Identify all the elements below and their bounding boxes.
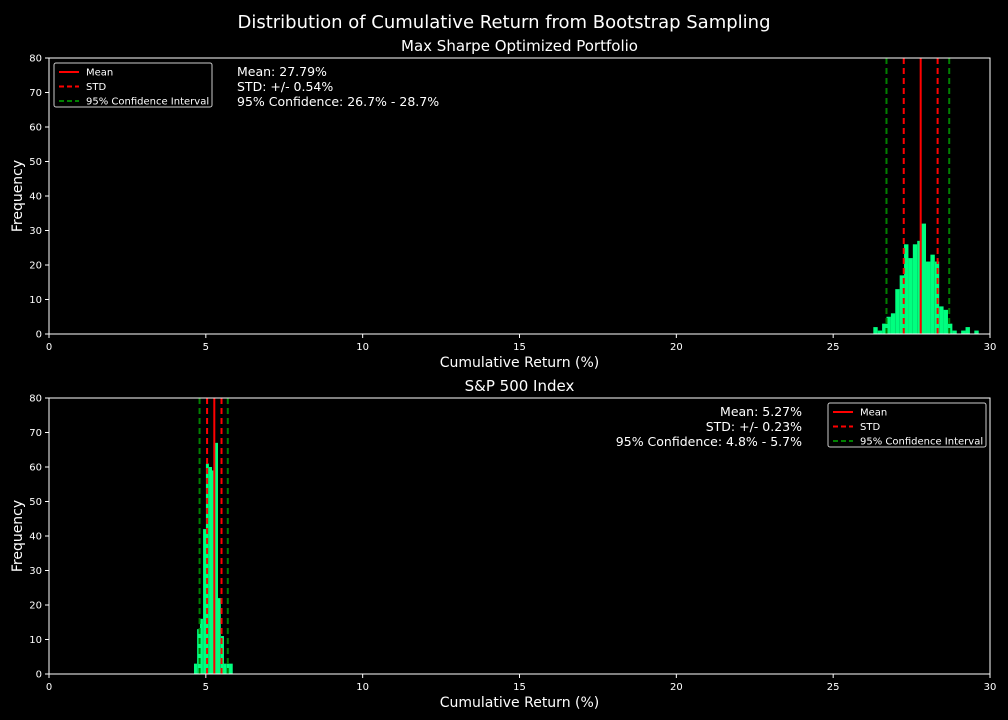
histogram-bar [877, 330, 883, 334]
histogram-bar [229, 663, 233, 674]
legend-entry: 95% Confidence Interval [860, 437, 983, 448]
y-tick-label: 50 [29, 497, 42, 508]
legend: Mean STD 95% Confidence Interval [53, 62, 213, 108]
x-axis-label: Cumulative Return (%) [440, 355, 600, 371]
y-axis-label: Frequency [10, 160, 26, 232]
y-tick-label: 70 [29, 428, 42, 439]
y-tick-label: 20 [29, 601, 42, 612]
x-tick-label: 25 [827, 682, 840, 693]
y-tick-label: 40 [29, 192, 42, 203]
x-tick-label: 20 [670, 342, 683, 353]
x-tick-label: 15 [513, 682, 526, 693]
stats-line: STD: +/- 0.54% [237, 79, 333, 94]
stats-line: 95% Confidence: 4.8% - 5.7% [616, 434, 802, 449]
y-tick-label: 10 [29, 295, 42, 306]
histogram-bar [899, 275, 905, 334]
y-tick-label: 20 [29, 261, 42, 272]
histogram-bar [215, 442, 218, 674]
histogram-bar [908, 258, 913, 334]
x-tick-label: 5 [203, 682, 209, 693]
legend-entry: 95% Confidence Interval [86, 97, 209, 108]
histogram-bar [873, 327, 878, 334]
legend-box [53, 62, 213, 108]
histogram-bar [974, 330, 979, 334]
y-tick-label: 50 [29, 157, 42, 168]
histogram-bar [199, 618, 203, 674]
legend-entry: Mean [86, 68, 113, 79]
histogram-bar [223, 663, 227, 674]
chart-title: S&P 500 Index [465, 377, 575, 395]
x-tick-label: 5 [203, 342, 209, 353]
histogram-bar [961, 330, 966, 334]
histogram-bar [926, 261, 931, 334]
legend-entry: Mean [860, 408, 887, 419]
stats-line: STD: +/- 0.23% [706, 419, 802, 434]
histogram-bar [217, 598, 221, 674]
plots: Max Sharpe Optimized Portfolio 0 5 10 15 20 25… [10, 37, 996, 711]
y-tick-label: 30 [29, 566, 42, 577]
legend-entry: STD [86, 82, 106, 93]
stats-line: Mean: 27.79% [237, 64, 327, 79]
stats-line: 95% Confidence: 26.7% - 28.7% [237, 94, 439, 109]
histogram-bar [943, 309, 948, 334]
legend-entry: STD [860, 422, 880, 433]
figure-title: Distribution of Cumulative Return from B… [237, 12, 770, 33]
y-tick-label: 80 [29, 54, 42, 65]
histogram-bar [203, 529, 207, 674]
histogram-bar [921, 223, 927, 334]
histogram-bar [917, 240, 922, 334]
histogram-bar [912, 244, 918, 334]
y-tick-label: 10 [29, 635, 42, 646]
y-axis-label: Frequency [10, 500, 26, 572]
histogram-bar [220, 636, 224, 674]
x-tick-label: 0 [46, 682, 52, 693]
x-tick-label: 10 [356, 342, 369, 353]
histogram-bar [209, 467, 213, 674]
histogram-bar [952, 330, 957, 334]
chart-title: Max Sharpe Optimized Portfolio [401, 37, 638, 55]
x-tick-label: 30 [984, 682, 997, 693]
y-tick-label: 40 [29, 532, 42, 543]
y-tick-label: 70 [29, 88, 42, 99]
y-tick-label: 0 [36, 330, 42, 341]
histogram-bar [886, 316, 891, 334]
x-axis-label: Cumulative Return (%) [440, 695, 600, 711]
histogram-bar [882, 323, 887, 334]
y-tick-label: 60 [29, 123, 42, 134]
y-tick-label: 60 [29, 463, 42, 474]
histogram-bar [895, 289, 900, 334]
stats-line: Mean: 5.27% [720, 404, 802, 419]
chart-1: Max Sharpe Optimized Portfolio 0 5 10 15 20 25… [10, 37, 996, 371]
y-tick-label: 0 [36, 670, 42, 681]
y-tick-label: 80 [29, 394, 42, 405]
x-tick-label: 10 [356, 682, 369, 693]
histogram-bar [193, 663, 197, 674]
y-tick-label: 30 [29, 226, 42, 237]
x-tick-label: 20 [670, 682, 683, 693]
histogram-bar [930, 254, 935, 334]
histogram-bar [890, 313, 896, 334]
histogram-bar [939, 306, 944, 334]
legend-box [827, 402, 987, 448]
histogram-bar [904, 244, 909, 334]
x-tick-label: 30 [984, 342, 997, 353]
legend: Mean STD 95% Confidence Interval [827, 402, 987, 448]
x-tick-label: 0 [46, 342, 52, 353]
x-tick-label: 25 [827, 342, 840, 353]
x-tick-label: 15 [513, 342, 526, 353]
histogram-bar [965, 327, 970, 334]
histogram-bar [934, 261, 940, 334]
chart-2: S&P 500 Index 0 5 10 15 20 25 30 0 10 20 30 40 50 60 70… [10, 377, 996, 711]
